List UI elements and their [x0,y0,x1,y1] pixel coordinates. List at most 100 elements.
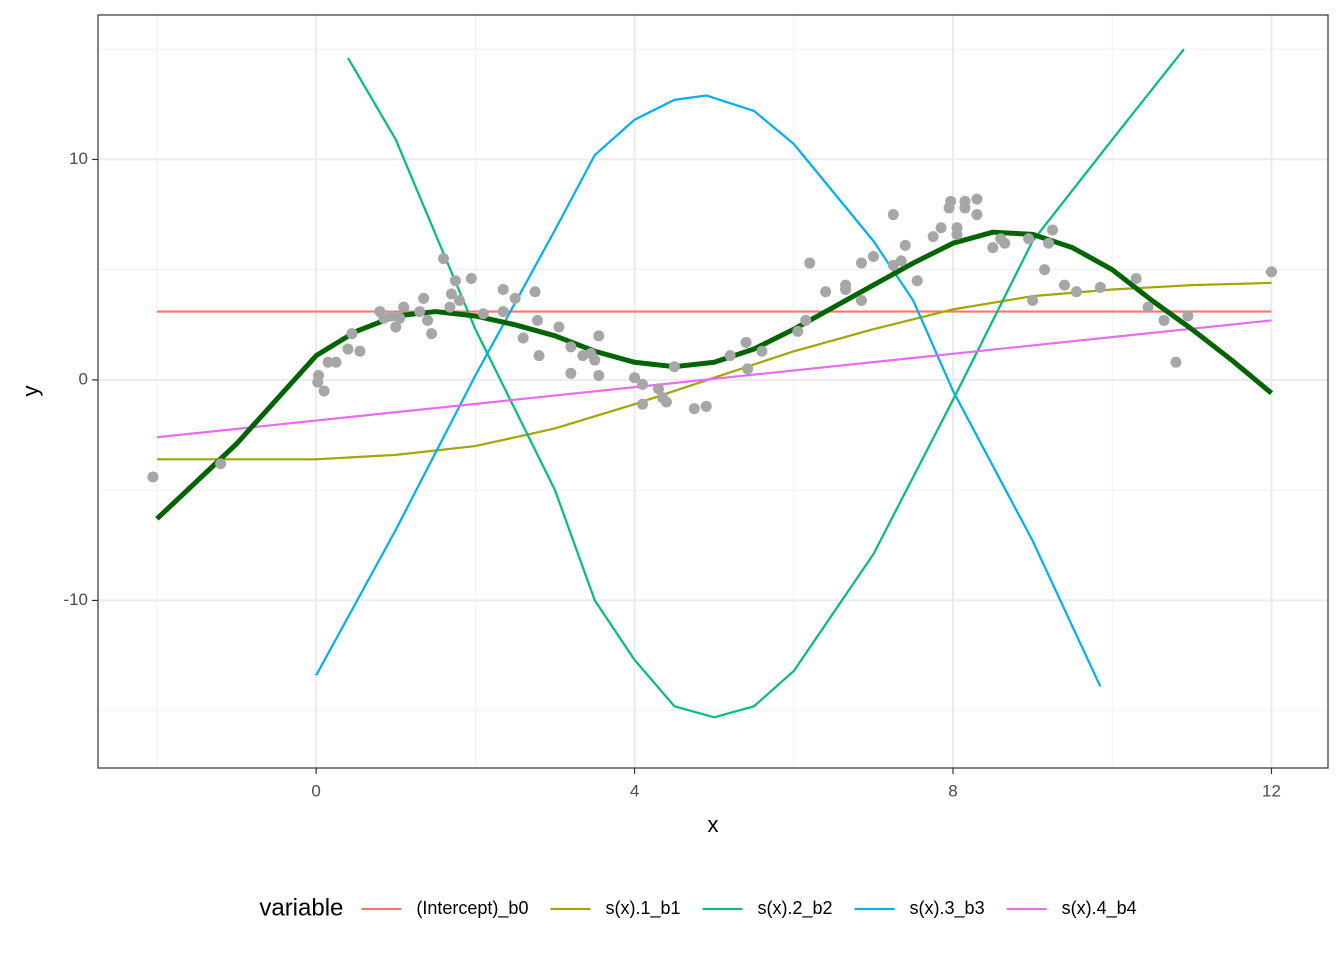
data-point [971,209,983,221]
data-point [724,350,736,362]
data-point [330,356,342,368]
data-point [999,237,1011,249]
legend-label: (Intercept)_b0 [416,898,528,919]
data-point [444,301,456,313]
data-point [945,195,957,207]
data-point [959,202,971,214]
data-point [1265,266,1277,278]
data-point [804,257,816,269]
data-point [509,292,521,304]
data-point [637,398,649,410]
data-point [354,345,366,357]
plot-marks [147,48,1277,719]
data-point [911,275,923,287]
series-line [347,48,1185,719]
data-point [449,275,461,287]
data-point [855,295,867,307]
data-point [987,242,999,254]
data-point [1142,301,1154,313]
data-point [529,286,541,298]
data-point [453,295,465,307]
data-point [553,321,565,333]
y-tick-label: -10 [63,590,88,609]
legend-title: variable [259,894,343,921]
data-point [652,383,664,395]
series-line [315,94,1102,687]
axes: 0 4 8 12 -10 0 10 [63,149,1281,801]
data-point [742,363,754,375]
data-point [565,341,577,353]
data-point [740,336,752,348]
data-point [971,193,983,205]
data-point [1130,272,1142,284]
data-point [660,396,672,408]
data-point [1058,279,1070,291]
data-point [445,288,457,300]
y-tick-label: 0 [79,369,88,388]
data-point [593,330,605,342]
data-point [1047,224,1059,236]
data-point [1039,264,1051,276]
fit-line [155,229,1274,521]
data-point [517,332,529,344]
data-point [1182,310,1194,322]
data-point [322,356,334,368]
data-point [497,306,509,318]
data-point [147,471,159,483]
data-point [927,231,939,243]
x-axis-title: x [708,812,719,837]
data-point [1158,314,1170,326]
series-line [156,319,1272,439]
data-point [318,385,330,397]
x-tick-label: 0 [311,781,320,800]
data-point [398,301,410,313]
y-axis-title: y [18,386,43,397]
data-point [477,308,489,320]
data-point [895,255,907,267]
data-point [840,284,852,296]
data-point [899,239,911,251]
data-point [215,458,227,470]
data-point [465,272,477,284]
panel-border [97,14,1329,769]
data-point [531,314,543,326]
data-point [533,350,545,362]
data-point [668,361,680,373]
data-point [313,370,325,382]
data-point [593,370,605,382]
data-point [422,314,434,326]
data-point [565,367,577,379]
legend-label: s(x).1_b1 [605,898,680,919]
data-point [1023,233,1035,245]
x-tick-label: 8 [948,781,957,800]
data-point [342,343,354,355]
data-point [700,400,712,412]
data-point [438,253,450,265]
data-point [1043,237,1055,249]
data-point [688,403,700,415]
data-point [887,209,899,221]
data-point [637,378,649,390]
data-point [394,312,406,324]
y-tick-label: 10 [69,149,88,168]
data-point [426,328,438,340]
x-tick-label: 12 [1262,781,1281,800]
data-point [867,250,879,262]
legend-label: s(x).3_b3 [910,898,985,919]
data-point [1027,295,1039,307]
legend-label: s(x).4_b4 [1062,898,1137,919]
data-point [589,354,601,366]
data-point [629,372,641,384]
data-point [935,222,947,234]
legend: variable (Intercept)_b0 s(x).1_b1 s(x).2_b2… [259,894,1136,921]
data-point [346,328,358,340]
data-point [497,284,509,296]
data-point [1170,356,1182,368]
data-point [414,306,426,318]
data-point [820,286,832,298]
data-point [855,257,867,269]
data-point [756,345,768,357]
legend-label: s(x).2_b2 [758,898,833,919]
data-point [800,314,812,326]
